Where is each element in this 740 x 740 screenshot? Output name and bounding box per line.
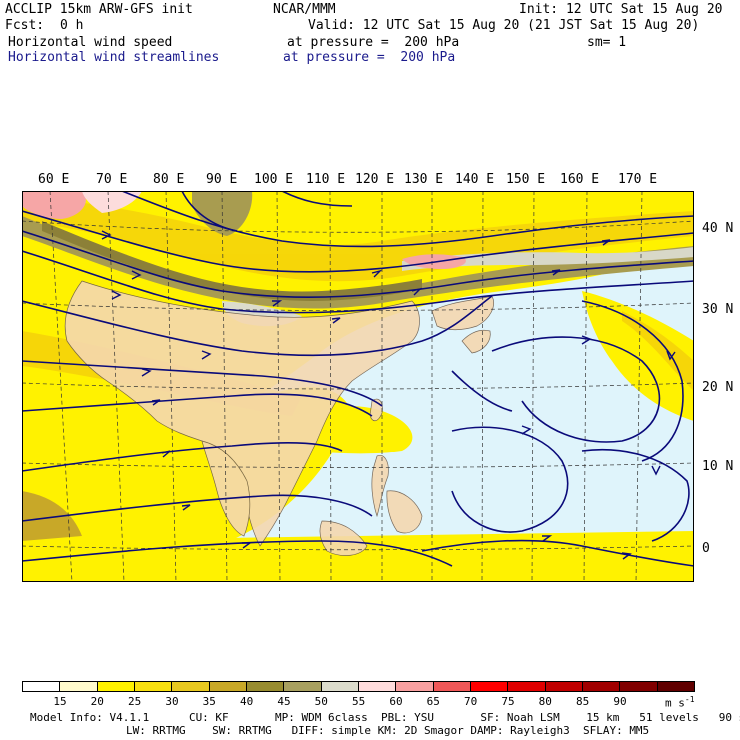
lon-label: 150 E xyxy=(506,172,546,187)
colorbar-swatch xyxy=(59,681,98,692)
lat-label: 20 N xyxy=(702,380,734,395)
colorbar-swatch xyxy=(656,681,695,692)
field-speed-level: at pressure = 200 hPa xyxy=(287,35,460,50)
wind-streamlines xyxy=(22,191,694,567)
lon-label: 70 E xyxy=(96,172,128,187)
colorbar-label: 70 xyxy=(464,695,478,708)
colorbar-label: 75 xyxy=(501,695,515,708)
colorbar-label: 40 xyxy=(240,695,254,708)
lon-label: 170 E xyxy=(618,172,658,187)
colorbar-swatch xyxy=(22,681,61,692)
colorbar-label: 15 xyxy=(53,695,67,708)
colorbar-label: 90 xyxy=(613,695,627,708)
colorbar-label: 35 xyxy=(202,695,216,708)
model-title: ACCLIP 15km ARW-GFS init xyxy=(5,2,193,17)
lon-label: 80 E xyxy=(153,172,185,187)
lon-label: 100 E xyxy=(254,172,294,187)
colorbar-label: 50 xyxy=(314,695,328,708)
colorbar-label: 55 xyxy=(352,695,366,708)
colorbar-label: 65 xyxy=(426,695,440,708)
colorbar-swatch xyxy=(619,681,658,692)
model-info-line1: Model Info: V4.1.1 CU: KF MP: WDM 6class… xyxy=(30,711,740,724)
valid-time: Valid: 12 UTC Sat 15 Aug 20 (21 JST Sat … xyxy=(308,18,700,33)
center-label: NCAR/MMM xyxy=(273,2,336,17)
colorbar-label: 30 xyxy=(165,695,179,708)
colorbar-swatch xyxy=(96,681,135,692)
model-info-line2: LW: RRTMG SW: RRTMG DIFF: simple KM: 2D … xyxy=(126,724,650,737)
colorbar-swatch xyxy=(432,681,471,692)
streamline-arrows xyxy=(101,230,676,560)
lon-label: 90 E xyxy=(206,172,238,187)
colorbar-swatch xyxy=(544,681,583,692)
map-frame xyxy=(22,191,694,582)
lat-label: 30 N xyxy=(702,302,734,317)
colorbar-swatch xyxy=(320,681,359,692)
colorbar-label: 20 xyxy=(90,695,104,708)
colorbar-label: 85 xyxy=(576,695,590,708)
colorbar-unit: m s-1 xyxy=(665,695,695,710)
lat-label: 0 xyxy=(702,541,710,556)
colorbar-label: 60 xyxy=(389,695,403,708)
field-speed-label: Horizontal wind speed xyxy=(8,35,173,50)
wind-map xyxy=(22,191,694,582)
smoothing-label: sm= 1 xyxy=(587,35,627,50)
field-streamline-label: Horizontal wind streamlines xyxy=(8,50,220,65)
lon-label: 60 E xyxy=(38,172,70,187)
lat-label: 40 N xyxy=(702,221,734,236)
colorbar-swatch xyxy=(507,681,546,692)
lon-label: 120 E xyxy=(355,172,395,187)
colorbar-label: 45 xyxy=(277,695,291,708)
forecast-label: Fcst: xyxy=(5,18,45,33)
colorbar-swatch xyxy=(246,681,285,692)
colorbar-label: 25 xyxy=(128,695,142,708)
forecast-hour: 0 h xyxy=(60,18,84,33)
lon-label: 160 E xyxy=(560,172,600,187)
colorbar-swatch xyxy=(358,681,397,692)
colorbar-swatch xyxy=(582,681,621,692)
lon-label: 140 E xyxy=(455,172,495,187)
map-grid xyxy=(22,191,694,582)
init-time: Init: 12 UTC Sat 15 Aug 20 xyxy=(519,2,723,17)
colorbar-swatch xyxy=(395,681,434,692)
lon-label: 110 E xyxy=(306,172,346,187)
colorbar-label: 80 xyxy=(538,695,552,708)
colorbar-swatch xyxy=(470,681,509,692)
lon-label: 130 E xyxy=(404,172,444,187)
colorbar-swatch xyxy=(283,681,322,692)
colorbar-swatch xyxy=(208,681,247,692)
colorbar-swatch xyxy=(171,681,210,692)
lat-label: 10 N xyxy=(702,459,734,474)
colorbar-swatch xyxy=(134,681,173,692)
field-streamline-level: at pressure = 200 hPa xyxy=(283,50,456,65)
